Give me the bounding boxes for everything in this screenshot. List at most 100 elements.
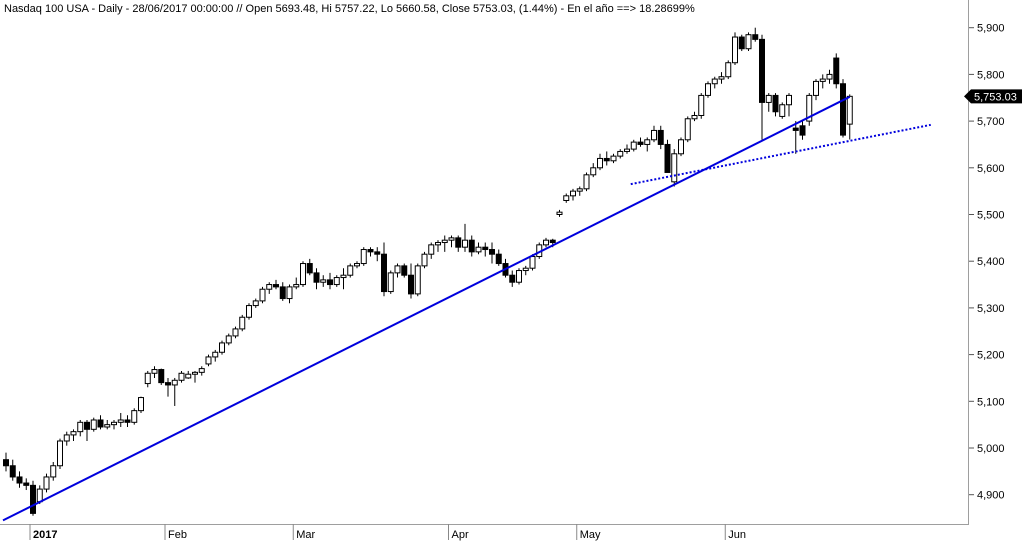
- candle-body-up: [522, 267, 529, 272]
- plot-background: [0, 0, 969, 524]
- candle-body-up: [225, 335, 232, 344]
- candle-body-up: [340, 274, 347, 279]
- candle-body-down: [468, 239, 475, 253]
- candle-body-up: [428, 244, 435, 255]
- candle-body-down: [158, 369, 165, 384]
- candle: [441, 235, 448, 252]
- candle: [482, 242, 489, 257]
- candle: [327, 272, 333, 290]
- candle-body-up: [43, 476, 50, 490]
- candle-body-up: [691, 114, 698, 120]
- candle-body-up: [583, 174, 590, 190]
- last-value-box: [964, 89, 1022, 104]
- candle: [313, 268, 320, 290]
- trendlines-group: [2, 95, 931, 522]
- candle: [637, 137, 644, 147]
- candle: [678, 137, 684, 157]
- candle-body-up: [846, 95, 853, 125]
- candle: [651, 125, 657, 143]
- candle-body-down: [408, 274, 414, 295]
- candle-body-up: [819, 78, 826, 82]
- candle: [300, 261, 306, 287]
- y-tick-label: 5,500: [977, 210, 1005, 222]
- candle-body-up: [556, 211, 563, 215]
- candle: [786, 93, 792, 117]
- candle: [111, 419, 117, 430]
- candle: [205, 354, 212, 367]
- candle: [333, 275, 340, 287]
- candle: [597, 153, 603, 171]
- candle-body-up: [826, 73, 833, 80]
- candle-body-up: [394, 265, 401, 274]
- candle: [286, 284, 293, 304]
- candle: [617, 149, 624, 159]
- candle-body-down: [306, 263, 313, 274]
- candle-body-up: [138, 397, 144, 412]
- last-value-marker: 5,753.03: [964, 89, 1022, 104]
- candle: [239, 314, 246, 332]
- candle: [489, 242, 495, 264]
- candle: [320, 275, 327, 287]
- candle-body-up: [441, 239, 448, 244]
- candle-body-up: [435, 242, 441, 246]
- candle-body-up: [644, 139, 651, 145]
- candle-body-up: [624, 148, 630, 152]
- candle-body-down: [381, 253, 387, 293]
- candle-body-up: [111, 421, 117, 426]
- y-tick-label: 5,600: [977, 163, 1005, 175]
- candle: [759, 34, 765, 140]
- candle-body-down: [489, 249, 495, 255]
- candle: [732, 32, 738, 66]
- candle-body-up: [671, 153, 678, 183]
- candle: [367, 247, 374, 257]
- candle: [401, 263, 408, 278]
- x-tick-label: Jun: [728, 529, 746, 541]
- candle: [347, 263, 354, 278]
- candle-body-up: [414, 265, 421, 295]
- candle: [185, 370, 192, 379]
- candle-body-up: [705, 83, 711, 96]
- candle: [219, 340, 225, 355]
- candle: [738, 34, 745, 52]
- candle-body-down: [327, 279, 333, 286]
- candle: [779, 102, 786, 119]
- candle: [563, 193, 570, 203]
- candle-body-down: [759, 38, 765, 103]
- candle: [394, 263, 401, 278]
- candle: [374, 247, 381, 262]
- candle: [664, 139, 671, 173]
- candle-body-up: [610, 155, 617, 162]
- candle-body-down: [772, 94, 779, 113]
- candle-body-up: [678, 139, 684, 155]
- candle-body-up: [745, 34, 752, 50]
- candle-body-down: [792, 127, 799, 131]
- candle-body-up: [293, 284, 300, 288]
- x-tick-label: Mar: [296, 529, 315, 541]
- candle: [9, 459, 16, 481]
- candle: [90, 417, 97, 432]
- candle: [50, 462, 57, 481]
- candle-body-up: [563, 195, 570, 201]
- candle-body-down: [30, 484, 36, 514]
- candle-body-up: [185, 373, 192, 379]
- candle-body-up: [516, 270, 522, 283]
- candle-body-up: [806, 94, 813, 122]
- y-tick-label: 4,900: [977, 490, 1005, 502]
- candle: [495, 249, 502, 266]
- candle: [603, 151, 610, 166]
- candle-body-down: [97, 419, 104, 428]
- candle: [30, 480, 36, 516]
- candle: [70, 429, 77, 441]
- candle: [158, 368, 165, 385]
- candle: [408, 263, 414, 299]
- candle-body-down: [273, 284, 279, 288]
- candle: [381, 242, 387, 297]
- candle: [462, 223, 468, 252]
- candle: [97, 415, 104, 430]
- candle: [590, 163, 597, 178]
- candle-body-down: [549, 239, 556, 244]
- candle: [630, 139, 637, 152]
- y-tick-label: 5,100: [977, 396, 1005, 408]
- candle: [691, 111, 698, 122]
